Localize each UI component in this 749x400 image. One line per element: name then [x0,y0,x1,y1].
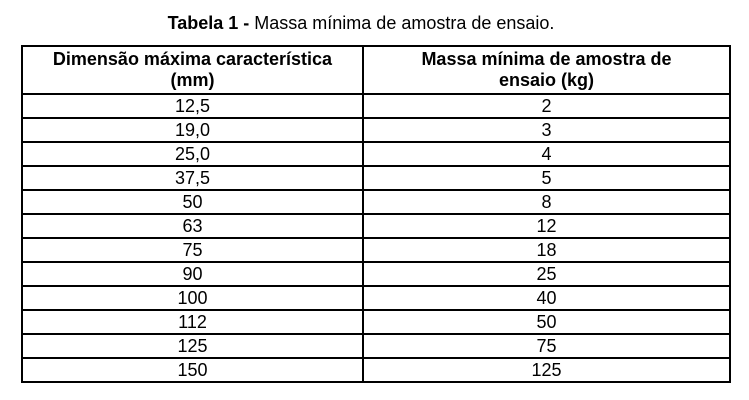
table-caption-label: Tabela 1 - [167,13,250,33]
header-row: Dimensão máxima característica (mm) Mass… [21,45,731,95]
column-header-dimension-line2: (mm) [170,70,215,90]
cell-mass: 125 [362,357,731,383]
table-row: 50 8 [21,189,731,215]
cell-mass: 50 [362,309,731,335]
column-header-mass-line1: Massa mínima de amostra de [421,49,672,69]
column-header-dimension: Dimensão máxima característica (mm) [21,45,364,95]
table-row: 19,0 3 [21,117,731,143]
table-row: 90 25 [21,261,731,287]
table-header: Dimensão máxima característica (mm) Mass… [21,45,731,95]
table-row: 63 12 [21,213,731,239]
table-row: 75 18 [21,237,731,263]
table-caption-text: Massa mínima de amostra de ensaio. [249,13,555,33]
column-header-mass: Massa mínima de amostra de ensaio (kg) [362,45,731,95]
cell-dimension: 12,5 [21,93,364,119]
table-row: 125 75 [21,333,731,359]
column-header-dimension-line1: Dimensão máxima característica [52,49,333,69]
cell-dimension: 25,0 [21,141,364,167]
cell-mass: 8 [362,189,731,215]
table-row: 25,0 4 [21,141,731,167]
cell-mass: 18 [362,237,731,263]
table-row: 150 125 [21,357,731,383]
cell-dimension: 150 [21,357,364,383]
table-caption: Tabela 1 - Massa mínima de amostra de en… [0,12,722,34]
table-row: 100 40 [21,285,731,311]
table-row: 37,5 5 [21,165,731,191]
cell-mass: 3 [362,117,731,143]
cell-dimension: 125 [21,333,364,359]
cell-dimension: 50 [21,189,364,215]
cell-mass: 40 [362,285,731,311]
cell-mass: 25 [362,261,731,287]
cell-dimension: 112 [21,309,364,335]
table-row: 12,5 2 [21,93,731,119]
cell-mass: 2 [362,93,731,119]
data-table: Dimensão máxima característica (mm) Mass… [21,45,731,383]
cell-mass: 12 [362,213,731,239]
cell-dimension: 75 [21,237,364,263]
cell-mass: 4 [362,141,731,167]
cell-dimension: 100 [21,285,364,311]
table-row: 112 50 [21,309,731,335]
cell-dimension: 19,0 [21,117,364,143]
cell-dimension: 63 [21,213,364,239]
cell-dimension: 90 [21,261,364,287]
table-body: 12,5 2 19,0 3 25,0 4 37,5 5 50 8 63 12 75 18 90 25 100 40… [21,93,731,383]
cell-mass: 75 [362,333,731,359]
column-header-mass-line2: ensaio (kg) [498,70,595,90]
cell-dimension: 37,5 [21,165,364,191]
cell-mass: 5 [362,165,731,191]
